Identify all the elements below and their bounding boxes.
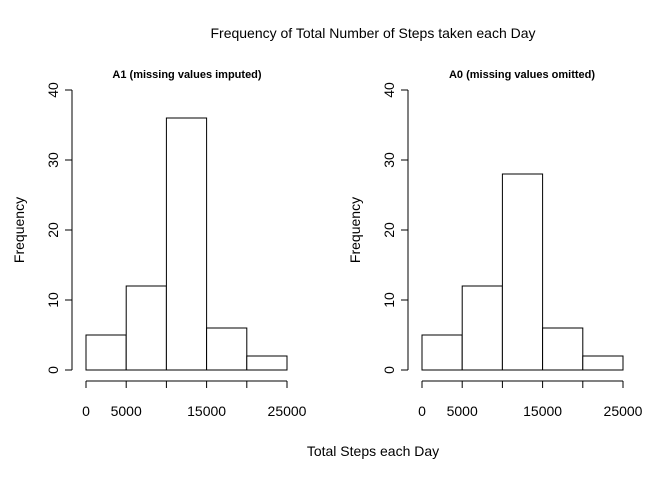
- y-axis-label: Frequency: [347, 197, 363, 263]
- x-tick-label: 0: [82, 403, 90, 419]
- y-tick-label: 10: [45, 292, 61, 308]
- y-axis-label: Frequency: [11, 197, 27, 263]
- histogram-bar: [246, 355, 288, 371]
- x-tick-label: 25000: [604, 403, 643, 419]
- histogram-bar: [85, 334, 127, 371]
- histogram-bar: [461, 285, 503, 371]
- y-tick-label: 20: [381, 222, 397, 238]
- x-tick-label: 5000: [111, 403, 142, 419]
- panel-title: A0 (missing values omitted): [449, 69, 595, 81]
- x-tick-label: 15000: [187, 403, 226, 419]
- y-tick-label: 40: [381, 82, 397, 98]
- y-tick-label: 20: [45, 222, 61, 238]
- histogram-bar: [206, 327, 248, 371]
- y-tick-label: 30: [381, 152, 397, 168]
- panel-title: A1 (missing values imputed): [112, 69, 261, 81]
- histogram-bar: [125, 285, 167, 371]
- x-tick-label: 25000: [268, 403, 307, 419]
- y-tick-label: 0: [45, 366, 61, 374]
- histogram-bar: [421, 334, 463, 371]
- panel-a0-histogram: A0 (missing values omitted) Frequency 0 500…: [347, 69, 643, 419]
- y-tick-label: 10: [381, 292, 397, 308]
- panel-a1-histogram: A1 (missing values imputed) Frequency 0 500…: [11, 69, 307, 419]
- figure-x-axis-label: Total Steps each Day: [307, 443, 439, 459]
- histogram-bar: [542, 327, 584, 371]
- x-tick-label: 0: [418, 403, 426, 419]
- histogram-bar: [582, 355, 624, 371]
- histogram-bar: [165, 117, 208, 371]
- figure-title: Frequency of Total Number of Steps taken…: [210, 25, 535, 41]
- y-tick-label: 40: [45, 82, 61, 98]
- x-tick-label: 15000: [523, 403, 562, 419]
- histogram-bar: [501, 173, 544, 371]
- y-tick-label: 0: [381, 366, 397, 374]
- x-tick-label: 5000: [447, 403, 478, 419]
- y-tick-label: 30: [45, 152, 61, 168]
